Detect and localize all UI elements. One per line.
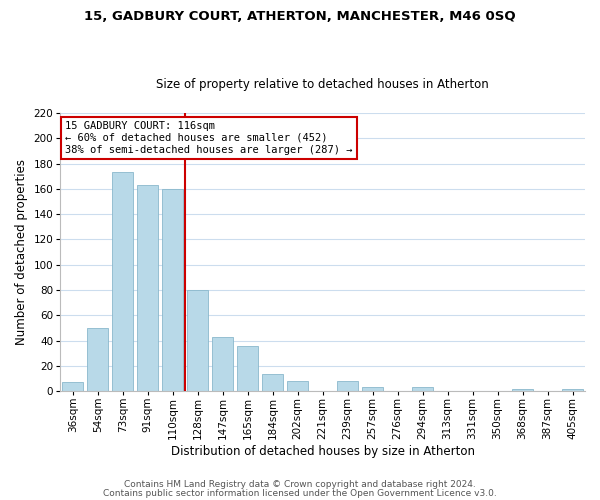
Bar [237, 346, 258, 392]
Bar [562, 388, 583, 392]
Bar [287, 381, 308, 392]
Bar [337, 381, 358, 392]
Text: Contains public sector information licensed under the Open Government Licence v3: Contains public sector information licen… [103, 488, 497, 498]
Bar [137, 185, 158, 392]
Y-axis label: Number of detached properties: Number of detached properties [15, 159, 28, 345]
Bar [112, 172, 133, 392]
Bar [262, 374, 283, 392]
Bar [62, 382, 83, 392]
Text: 15, GADBURY COURT, ATHERTON, MANCHESTER, M46 0SQ: 15, GADBURY COURT, ATHERTON, MANCHESTER,… [84, 10, 516, 23]
Bar [212, 337, 233, 392]
X-axis label: Distribution of detached houses by size in Atherton: Distribution of detached houses by size … [170, 444, 475, 458]
Bar [162, 189, 184, 392]
Text: Contains HM Land Registry data © Crown copyright and database right 2024.: Contains HM Land Registry data © Crown c… [124, 480, 476, 489]
Bar [187, 290, 208, 392]
Bar [412, 388, 433, 392]
Title: Size of property relative to detached houses in Atherton: Size of property relative to detached ho… [156, 78, 489, 91]
Bar [362, 388, 383, 392]
Text: 15 GADBURY COURT: 116sqm
← 60% of detached houses are smaller (452)
38% of semi-: 15 GADBURY COURT: 116sqm ← 60% of detach… [65, 122, 353, 154]
Bar [512, 388, 533, 392]
Bar [87, 328, 109, 392]
